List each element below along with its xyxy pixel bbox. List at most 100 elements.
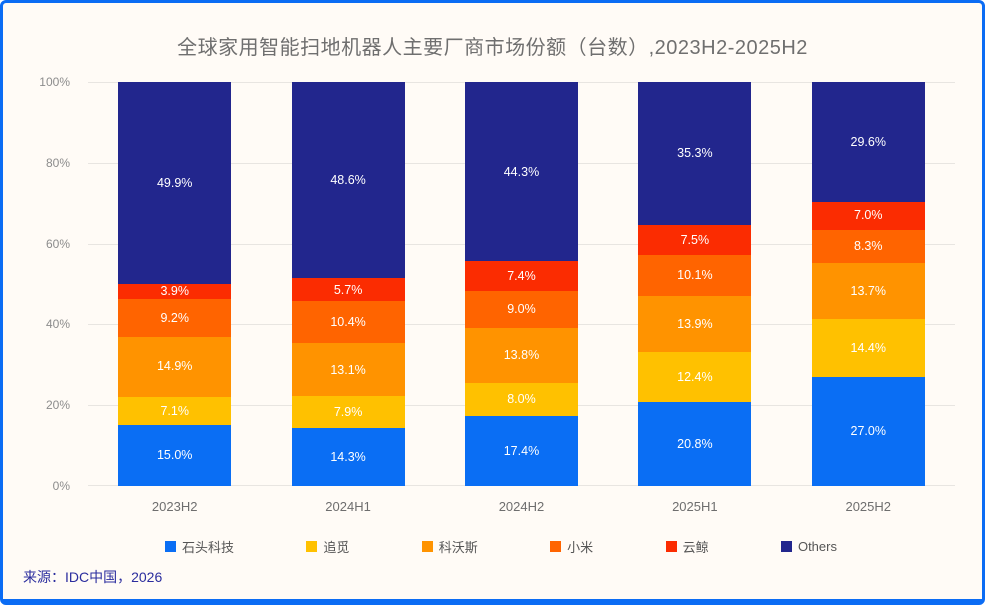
segment-value-label: 48.6% bbox=[330, 172, 366, 187]
legend: 石头科技 追觅 科沃斯 小米 云鲸 Others bbox=[165, 537, 837, 556]
x-tick-label: 2024H1 bbox=[325, 499, 371, 514]
segment-value-label: 7.1% bbox=[160, 403, 189, 418]
segment-value-label: 8.3% bbox=[854, 239, 883, 254]
segment-value-label: 7.5% bbox=[680, 232, 710, 247]
bar-segment: 7.1% bbox=[118, 396, 232, 426]
bar-segment: 9.2% bbox=[118, 299, 232, 337]
segment-value-label: 20.8% bbox=[677, 436, 713, 451]
bar-segment: 7.5% bbox=[638, 224, 752, 255]
segment-value-label: 44.3% bbox=[503, 164, 540, 179]
x-axis: 2023H2 2024H1 2024H2 2025H1 2025H2 bbox=[88, 499, 955, 514]
bar-column: 20.8% 12.4% 13.9% 10.1% 7.5% 35.3% bbox=[638, 82, 752, 486]
segment-value-label: 14.4% bbox=[850, 340, 886, 355]
segment-value-label: 10.1% bbox=[677, 268, 713, 283]
bar-segment: 10.1% bbox=[638, 254, 752, 296]
legend-item: Others bbox=[780, 537, 837, 556]
bar-segment: 27.0% bbox=[811, 376, 925, 486]
bar-segment: 14.4% bbox=[811, 318, 925, 377]
legend-swatch bbox=[665, 541, 677, 552]
bar-segment: 9.0% bbox=[464, 291, 578, 328]
segment-value-label: 49.9% bbox=[156, 175, 193, 190]
bar-segment: 5.7% bbox=[291, 278, 405, 302]
bar-column: 15.0% 7.1% 14.9% 9.2% 3.9% 49.9% bbox=[118, 82, 232, 486]
bar-segment: 3.9% bbox=[118, 283, 232, 300]
bar-segment: 8.3% bbox=[811, 229, 925, 264]
legend-swatch bbox=[550, 541, 562, 552]
y-tick-label: 20% bbox=[45, 398, 70, 413]
legend-label: 石头科技 bbox=[182, 540, 235, 555]
segment-value-label: 13.9% bbox=[677, 316, 713, 331]
x-tick-label: 2024H2 bbox=[498, 499, 545, 514]
segment-value-label: 29.6% bbox=[850, 134, 886, 149]
bar-segment: 7.4% bbox=[464, 261, 578, 292]
segment-value-label: 14.3% bbox=[330, 449, 366, 464]
segment-value-label: 7.4% bbox=[507, 269, 536, 284]
bars: 15.0% 7.1% 14.9% 9.2% 3.9% 49.9% 14.3% 7.9% 13.1… bbox=[88, 82, 955, 486]
segment-value-label: 8.0% bbox=[507, 392, 536, 407]
legend-swatch bbox=[306, 541, 318, 552]
bar-segment: 12.4% bbox=[638, 351, 752, 402]
bar-column: 14.3% 7.9% 13.1% 10.4% 5.7% 48.6% bbox=[291, 82, 405, 486]
legend-item: 科沃斯 bbox=[421, 537, 478, 556]
y-tick-label: 100% bbox=[39, 75, 70, 89]
segment-value-label: 13.1% bbox=[330, 362, 366, 377]
segment-value-label: 15.0% bbox=[156, 448, 193, 463]
bar-column: 27.0% 14.4% 13.7% 8.3% 7.0% 29.6% bbox=[811, 82, 925, 486]
x-tick-label: 2025H2 bbox=[845, 499, 892, 514]
bar-segment: 10.4% bbox=[291, 301, 405, 344]
bar-segment: 15.0% bbox=[118, 425, 232, 486]
bar-segment: 17.4% bbox=[464, 415, 578, 486]
bar-segment: 14.3% bbox=[291, 428, 405, 486]
segment-value-label: 17.4% bbox=[503, 443, 540, 458]
bar-segment: 13.9% bbox=[638, 295, 752, 352]
bar-segment: 7.9% bbox=[291, 396, 405, 429]
bar-segment: 13.8% bbox=[464, 327, 578, 384]
legend-label: 科沃斯 bbox=[438, 540, 478, 555]
legend-label: 追觅 bbox=[323, 540, 350, 555]
segment-value-label: 3.9% bbox=[160, 284, 189, 299]
x-tick-label: 2023H2 bbox=[151, 499, 198, 514]
segment-value-label: 14.9% bbox=[156, 359, 193, 374]
segment-value-label: 12.4% bbox=[677, 369, 713, 384]
source-note: 来源：IDC中国，2026 bbox=[23, 569, 163, 585]
bar-segment: 14.9% bbox=[118, 336, 232, 397]
plot-area: 15.0% 7.1% 14.9% 9.2% 3.9% 49.9% 14.3% 7.9% 13.1… bbox=[88, 82, 955, 486]
segment-value-label: 27.0% bbox=[850, 424, 886, 439]
segment-value-label: 7.9% bbox=[333, 405, 363, 420]
legend-label: 云鲸 bbox=[682, 540, 709, 555]
legend-label: Others bbox=[797, 539, 837, 554]
bar-segment: 20.8% bbox=[638, 401, 752, 486]
segment-value-label: 10.4% bbox=[330, 315, 366, 330]
segment-value-label: 9.2% bbox=[160, 310, 189, 325]
bar-column: 17.4% 8.0% 13.8% 9.0% 7.4% 44.3% bbox=[464, 82, 578, 486]
legend-label: 小米 bbox=[567, 540, 594, 555]
y-tick-label: 80% bbox=[45, 155, 70, 170]
bar-segment: 35.3% bbox=[638, 82, 752, 225]
legend-swatch bbox=[421, 541, 433, 552]
bar-segment: 8.0% bbox=[464, 383, 578, 416]
segment-value-label: 9.0% bbox=[507, 302, 536, 317]
segment-value-label: 7.0% bbox=[854, 208, 883, 223]
bar-segment: 44.3% bbox=[464, 82, 578, 262]
bar-segment: 13.1% bbox=[291, 343, 405, 397]
legend-item: 石头科技 bbox=[165, 537, 234, 556]
chart-title: 全球家用智能扫地机器人主要厂商市场份额（台数）,2023H2-2025H2 bbox=[177, 37, 808, 59]
bar-segment: 13.7% bbox=[811, 263, 925, 319]
bar-segment: 29.6% bbox=[811, 82, 925, 202]
legend-swatch bbox=[780, 541, 792, 552]
legend-item: 小米 bbox=[550, 537, 593, 556]
x-tick-label: 2025H1 bbox=[672, 499, 718, 514]
legend-item: 云鲸 bbox=[665, 537, 709, 556]
segment-value-label: 5.7% bbox=[333, 282, 363, 297]
bar-segment: 49.9% bbox=[118, 82, 232, 284]
bar-segment: 7.0% bbox=[811, 201, 925, 230]
legend-item: 追觅 bbox=[306, 537, 349, 556]
legend-swatch bbox=[165, 541, 176, 552]
bar-segment: 48.6% bbox=[291, 82, 405, 279]
segment-value-label: 13.8% bbox=[503, 348, 540, 363]
y-tick-label: 40% bbox=[45, 317, 70, 332]
y-tick-label: 60% bbox=[45, 236, 70, 251]
segment-value-label: 13.7% bbox=[850, 283, 886, 298]
segment-value-label: 35.3% bbox=[677, 146, 713, 161]
